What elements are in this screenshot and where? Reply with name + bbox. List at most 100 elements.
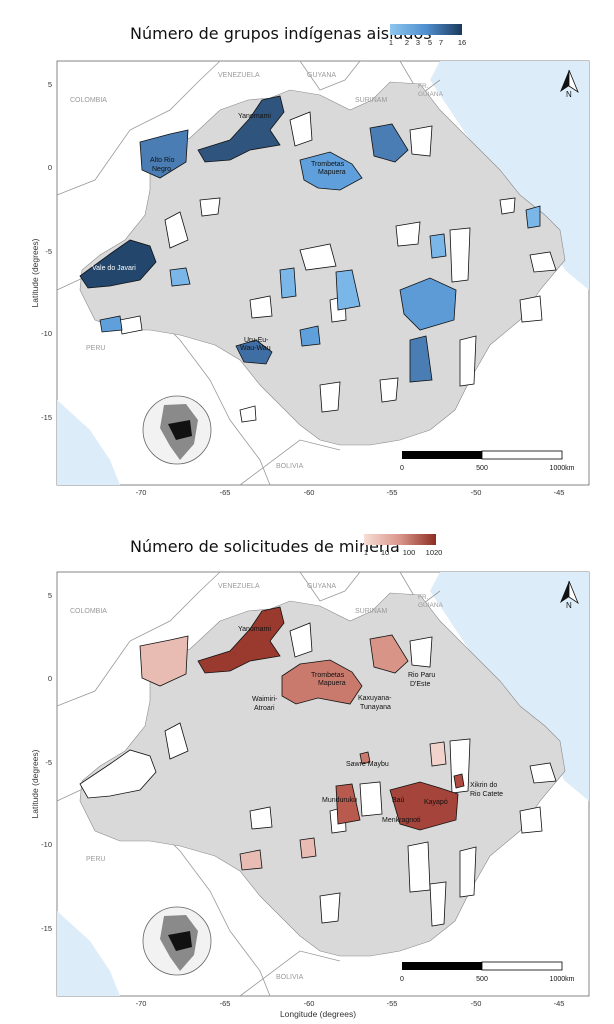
- label-bau: Baú: [392, 797, 405, 804]
- scale-label: 1000km: [550, 465, 575, 472]
- y-tick-label: 0: [48, 674, 52, 683]
- country-name-guyana: GUYANA: [307, 583, 336, 590]
- label-line: Xikrin do: [470, 782, 497, 789]
- territory-yanomami: [197, 606, 285, 674]
- label-kaxuyana-tunayana: Kaxuyana- Tunayana: [358, 695, 392, 711]
- north-label: N: [566, 90, 572, 99]
- y-axis-label: Latitude (degrees): [30, 749, 40, 818]
- label-xikrin-do-rio-catete: Xikrin do Rio Catete: [470, 782, 503, 798]
- country-name-line: GUIANA: [418, 91, 444, 98]
- territory-labels: Yanomami Waimiri- Atroari Trombetas Mapuer…: [238, 626, 503, 824]
- y-tick-label: 5: [48, 591, 52, 600]
- country-name-venezuela: VENEZUELA: [218, 583, 260, 590]
- territory-rio-paru-deste: [369, 634, 409, 674]
- territory-central: [335, 269, 361, 311]
- x-axis-label: Longitude (degrees): [280, 1009, 356, 1019]
- north-arrow: N: [560, 580, 579, 610]
- country-name-bolivia: BOLIVIA: [276, 463, 304, 470]
- territory-small: [239, 849, 263, 871]
- legend-tick: 7: [438, 38, 444, 47]
- legend-tick: 100: [402, 548, 416, 557]
- territory-small: [99, 315, 123, 333]
- territory-kayapo-menkragnoti: [389, 781, 459, 831]
- scale-label: 1000km: [550, 976, 575, 983]
- label-line: Trombetas: [311, 672, 345, 679]
- country-name-bolivia: BOLIVIA: [276, 974, 304, 981]
- x-tick-label: -70: [136, 488, 147, 497]
- x-tick-label: -45: [554, 999, 565, 1008]
- territory-small: [299, 325, 321, 347]
- label-rio-paru-deste: Rio Paru D'Este: [408, 672, 435, 688]
- territory-south-east: [409, 335, 433, 383]
- x-tick-label: -65: [220, 999, 231, 1008]
- territory-vale-do-javari: [79, 239, 157, 289]
- label-line: Waimiri-: [252, 696, 278, 703]
- label-line: Negro: [152, 166, 171, 173]
- label-menkragnoti: Menkragnoti: [382, 817, 421, 824]
- y-tick-label: -15: [41, 924, 52, 933]
- legend-tick: 10: [380, 548, 390, 557]
- country-name-line: FR.: [418, 594, 429, 601]
- country-names: COLOMBIA VENEZUELA GUYANA SURINAM FR. GUI…: [70, 583, 444, 981]
- scale-bar: 0 500 1000km: [400, 450, 575, 472]
- x-tick-label: -50: [471, 999, 482, 1008]
- territory-central-east: [399, 277, 457, 331]
- country-name-fr-guiana: FR. GUIANA: [418, 83, 444, 98]
- label-waimiri-atroari: Waimiri- Atroari: [252, 696, 278, 712]
- label-line: Trombetas: [311, 161, 345, 168]
- territory-small: [299, 837, 317, 859]
- globe-inset: [142, 395, 212, 465]
- x-tick-label: -50: [471, 488, 482, 497]
- label-line: Alto Rio: [150, 157, 175, 164]
- legend-tick: 5: [427, 38, 433, 47]
- country-name-fr-guiana: FR. GUIANA: [418, 594, 444, 609]
- label-vale-do-javari: Vale do Javari: [92, 265, 136, 272]
- x-tick-label: -65: [220, 488, 231, 497]
- scale-label: 500: [476, 465, 488, 472]
- x-tick-label: -55: [387, 488, 398, 497]
- map-isolated-groups: 5 0 -5 -10 -15 -70 -65 -60 -55 -50 -45 L…: [30, 60, 590, 500]
- label-trombetas-mapuera: Trombetas Mapuera: [311, 672, 346, 687]
- y-tick-label: -5: [45, 758, 52, 767]
- legend-tick: 3: [415, 38, 421, 47]
- y-tick-label: -5: [45, 247, 52, 256]
- y-tick-label: -10: [41, 840, 52, 849]
- country-name-colombia: COLOMBIA: [70, 97, 107, 104]
- territory-alto-rio-negro: [139, 635, 189, 687]
- y-tick-label: 0: [48, 163, 52, 172]
- north-arrow: N: [560, 69, 579, 99]
- territories-isolated-groups: [79, 95, 541, 383]
- label-trombetas-mapuera: Trombetas Mapuera: [311, 161, 346, 176]
- label-line: Rio Paru: [408, 672, 435, 679]
- x-tick-label: -70: [136, 999, 147, 1008]
- scale-label: 500: [476, 976, 488, 983]
- territory-sawre-maybu: [359, 751, 371, 765]
- label-uru-eu-wau-wau: Uru-Eu-Wau-Wau: [240, 337, 271, 352]
- map-mining-requests: 5 0 -5 -10 -15 -70 -65 -60 -55 -50 -45 L…: [30, 571, 590, 1019]
- label-line: D'Este: [410, 681, 431, 688]
- legend-tick: 16: [457, 38, 467, 47]
- label-line: Kaxuyana-: [358, 695, 392, 702]
- label-yanomami: Yanomami: [238, 113, 271, 120]
- label-line: Uru-Eu-: [244, 337, 269, 344]
- pacific-ocean: [57, 400, 120, 485]
- country-name-line: GUIANA: [418, 602, 444, 609]
- north-label: N: [566, 601, 572, 610]
- legal-amazon-region: [79, 592, 566, 957]
- country-name-guyana: GUYANA: [307, 72, 336, 79]
- territory-uru-eu-wau-wau: [235, 339, 273, 365]
- country-name-surinam: SURINAM: [355, 608, 387, 615]
- label-line: Wau-Wau: [240, 345, 271, 352]
- legend-title-mining-requests: Número de solicitudes de minería: [130, 537, 400, 556]
- scale-label: 0: [400, 976, 404, 983]
- y-tick-label: -15: [41, 413, 52, 422]
- territory-xikrin: [453, 773, 465, 789]
- country-name-line: FR.: [418, 83, 429, 90]
- legend-tick: 2: [404, 38, 410, 47]
- label-line: Atroari: [254, 705, 275, 712]
- x-tick-label: -60: [304, 488, 315, 497]
- x-tick-label: -60: [304, 999, 315, 1008]
- y-tick-label: 5: [48, 80, 52, 89]
- legend-colorbar-isolated-groups: [390, 24, 462, 35]
- legend-colorbar-mining-requests: [364, 534, 436, 545]
